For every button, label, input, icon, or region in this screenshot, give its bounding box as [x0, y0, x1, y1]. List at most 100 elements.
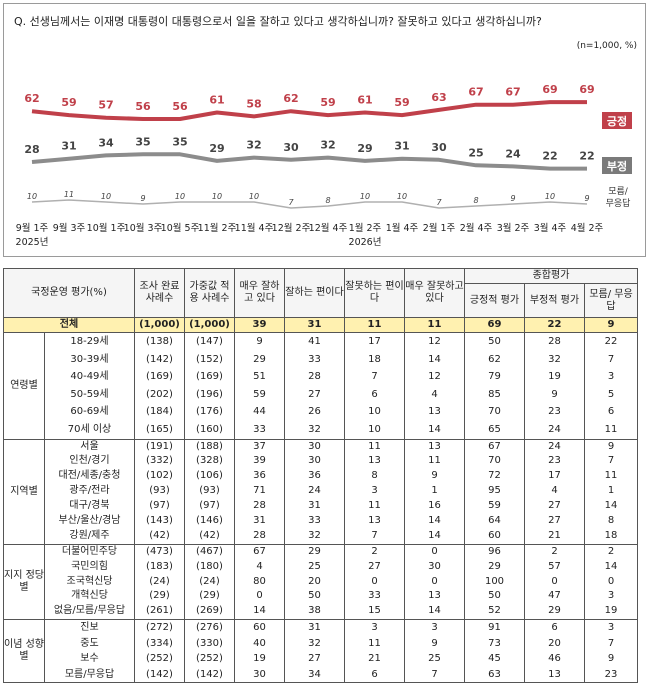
data-label: 11 — [64, 190, 74, 199]
subgroup-label: 중도 — [45, 636, 134, 652]
group-label: 지역별 — [4, 439, 45, 544]
table-value: 2 — [525, 545, 584, 560]
header-col: 긍정적 평가 — [465, 284, 525, 318]
table-value: 6 — [345, 386, 404, 404]
table-value: 30 — [285, 454, 344, 469]
table-value: 18 — [345, 351, 404, 369]
series-line-2 — [32, 200, 587, 208]
table-value: 19 — [525, 368, 584, 386]
table-value: 23 — [525, 403, 584, 421]
table-value: 7 — [405, 667, 464, 683]
table-value: 8 — [585, 514, 637, 529]
table-value: 0 — [405, 575, 464, 590]
data-label: 69 — [542, 83, 557, 96]
table-value: 28 — [235, 499, 284, 514]
table-value: (334) — [135, 636, 184, 652]
table-value: (42) — [135, 529, 184, 544]
table-value: 24 — [525, 440, 584, 455]
table-value: (93) — [135, 484, 184, 499]
table-value: (29) — [135, 589, 184, 604]
data-label: 69 — [579, 83, 594, 96]
table-value: 9 — [405, 469, 464, 484]
table-value: (202) — [135, 386, 184, 404]
table-value: 15 — [345, 604, 404, 619]
table-value: 10 — [345, 403, 404, 421]
data-label: 67 — [468, 86, 483, 99]
table-value: (42) — [185, 529, 234, 544]
table-value: 11 — [345, 440, 404, 455]
subgroup-label: 강원/제주 — [45, 529, 134, 544]
x-tick-label: 3월 4주 — [534, 222, 567, 234]
table-value: (196) — [185, 386, 234, 404]
table-value: 31 — [285, 499, 344, 514]
data-label: 22 — [542, 150, 557, 163]
table-value: 52 — [465, 604, 524, 619]
total-value: 9 — [585, 318, 638, 333]
total-label: 전체 — [4, 318, 135, 333]
table-value: 62 — [465, 351, 524, 369]
table-value: 96 — [465, 545, 524, 560]
x-tick-label: 11월 4주 — [235, 222, 274, 234]
table-value: (147) — [185, 333, 234, 351]
table-value: 1 — [585, 484, 637, 499]
header-summary: 종합평가 — [465, 269, 638, 284]
table-value: 3 — [345, 620, 404, 636]
table-value: (252) — [185, 651, 234, 667]
table-value: 13 — [345, 454, 404, 469]
series-line-1 — [32, 154, 587, 168]
table-value: 27 — [345, 560, 404, 575]
subgroup-label: 부산/울산/경남 — [45, 514, 134, 529]
value-column: (467)(180)(24)(29)(269) — [185, 544, 235, 619]
data-label: 56 — [135, 100, 151, 113]
table-value: (183) — [135, 560, 184, 575]
table-value: 4 — [405, 386, 464, 404]
table-value: 47 — [525, 589, 584, 604]
table-value: 27 — [285, 386, 344, 404]
x-tick-label: 2월 4주 — [460, 222, 493, 234]
x-tick-label: 9월 1주 — [16, 222, 49, 234]
table-value: 95 — [465, 484, 524, 499]
subgroup-label: 서울 — [45, 440, 134, 455]
table-value: 10 — [345, 421, 404, 439]
subgroup-label: 없음/모름/무응답 — [45, 604, 134, 619]
data-label: 56 — [172, 100, 188, 113]
table-value: 14 — [405, 351, 464, 369]
table-value: 3 — [585, 368, 637, 386]
table-value: 73 — [465, 636, 524, 652]
table-value: 39 — [235, 454, 284, 469]
table-value: 7 — [345, 368, 404, 386]
table-value: 0 — [405, 545, 464, 560]
subgroup-label: 보수 — [45, 651, 134, 667]
table-value: 3 — [345, 484, 404, 499]
subgroup-label: 40-49세 — [45, 368, 134, 386]
header-col: 매우 잘못하고 있다 — [405, 269, 465, 318]
table-value: 9 — [585, 440, 637, 455]
table-value: 59 — [465, 499, 524, 514]
table-value: 4 — [235, 560, 284, 575]
total-value: 69 — [465, 318, 525, 333]
data-label: 59 — [320, 96, 335, 109]
header-col: 잘하는 편이다 — [285, 269, 345, 318]
table-value: 26 — [285, 403, 344, 421]
data-label: 61 — [357, 94, 372, 107]
data-label: 32 — [320, 139, 335, 152]
table-value: 60 — [235, 620, 284, 636]
table-value: (142) — [135, 351, 184, 369]
table-value: 14 — [405, 421, 464, 439]
data-label: 10 — [545, 192, 555, 201]
value-column: (138)(142)(169)(202)(184)(165) — [135, 333, 185, 440]
data-label: 25 — [468, 146, 483, 159]
table-value: 46 — [525, 651, 584, 667]
value-column: (272)(334)(252)(142) — [135, 620, 185, 683]
table-value: 38 — [285, 604, 344, 619]
